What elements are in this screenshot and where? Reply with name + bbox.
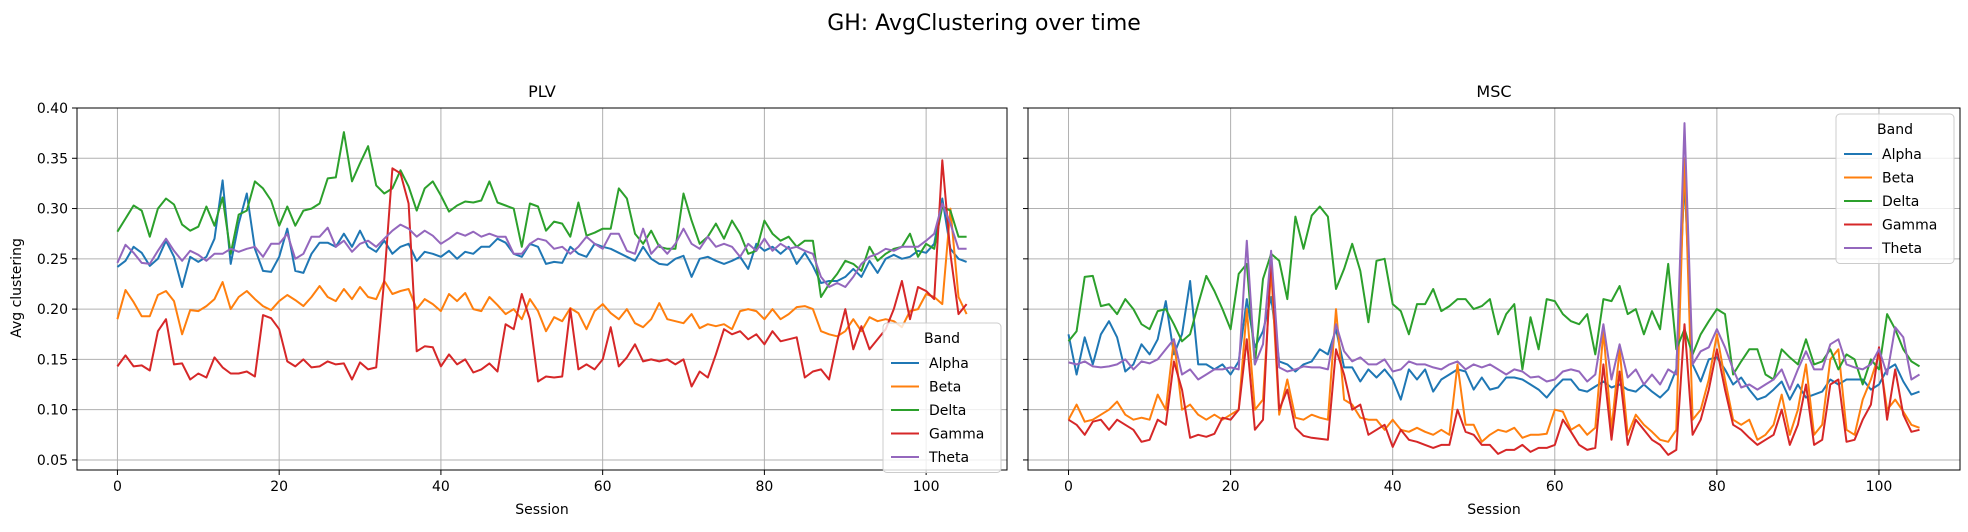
xlabel-msc: Session	[1467, 502, 1520, 518]
plv-xtick-label: 20	[270, 479, 288, 495]
plv-ytick-label: 0.15	[37, 352, 68, 368]
msc-legend-entry-gamma: Gamma	[1882, 218, 1937, 234]
xlabel-plv: Session	[515, 502, 568, 518]
figure-title: GH: AvgClustering over time	[827, 11, 1141, 36]
plv-series-beta	[116, 207, 968, 338]
panel-title-plv: PLV	[528, 82, 556, 101]
msc-legend-entry-beta: Beta	[1882, 171, 1914, 187]
plv-xtick-label: 60	[594, 479, 612, 495]
plv-legend-title: Band	[924, 331, 960, 347]
msc-xtick-label: 80	[1708, 479, 1726, 495]
plv-ytick-label: 0.10	[37, 403, 68, 419]
msc-legend-entry-theta: Theta	[1881, 241, 1922, 257]
plv-panel: PLV Session 0 20 40 60 80 100 0.05 0.10 0.15 0.20…	[37, 82, 1008, 518]
msc-xtick-label: 100	[1866, 479, 1893, 495]
plv-grid	[77, 107, 1007, 470]
msc-legend: Band Alpha Beta Delta Gamma Theta	[1835, 113, 1955, 264]
panel-title-msc: MSC	[1476, 82, 1511, 101]
msc-series-alpha	[1067, 177, 1920, 401]
msc-series-theta	[1068, 122, 1921, 391]
msc-legend-entry-alpha: Alpha	[1882, 147, 1922, 163]
msc-legend-entry-delta: Delta	[1882, 194, 1919, 210]
plv-ytick-label: 0.30	[37, 202, 68, 218]
msc-xtick-label: 40	[1384, 479, 1402, 495]
plv-legend: Band Alpha Beta Delta Gamma Theta	[882, 322, 1002, 473]
plv-series-theta	[116, 202, 967, 288]
plv-xtick-label: 100	[913, 479, 940, 495]
plv-legend-entry-alpha: Alpha	[929, 356, 969, 372]
plv-xtick-label: 0	[113, 479, 122, 495]
msc-xtick-label: 60	[1546, 479, 1564, 495]
plv-legend-entry-delta: Delta	[929, 403, 966, 419]
msc-xtick-label: 0	[1064, 479, 1073, 495]
msc-xtick-label: 20	[1222, 479, 1240, 495]
msc-series-beta	[1067, 157, 1920, 443]
msc-series-gamma	[1067, 252, 1920, 456]
plv-legend-entry-beta: Beta	[929, 380, 961, 396]
msc-legend-title: Band	[1877, 122, 1913, 138]
plv-ytick-label: 0.40	[37, 101, 68, 117]
plv-legend-entry-theta: Theta	[928, 450, 969, 466]
msc-legend-box	[1835, 113, 1955, 264]
msc-series-delta	[1067, 205, 1921, 386]
plv-series-gamma	[116, 159, 968, 388]
plv-series-delta	[116, 131, 967, 298]
plv-legend-box	[882, 322, 1002, 473]
plv-xtick-label: 80	[755, 479, 773, 495]
plv-axes-frame	[76, 107, 1008, 471]
plv-xtick-label: 40	[432, 479, 450, 495]
plv-ytick-label: 0.25	[37, 252, 68, 268]
plv-ytick-label: 0.35	[37, 151, 68, 167]
msc-axes-frame	[1027, 107, 1961, 471]
plv-legend-entry-gamma: Gamma	[929, 427, 984, 443]
plv-ytick-label: 0.20	[37, 302, 68, 318]
plv-ytick-label: 0.05	[37, 453, 68, 469]
figure-ylabel: Avg clustering	[9, 238, 25, 338]
msc-panel: MSC Session 0 20 40 60 80 100 Band Alpha Beta Del…	[1023, 82, 1961, 518]
